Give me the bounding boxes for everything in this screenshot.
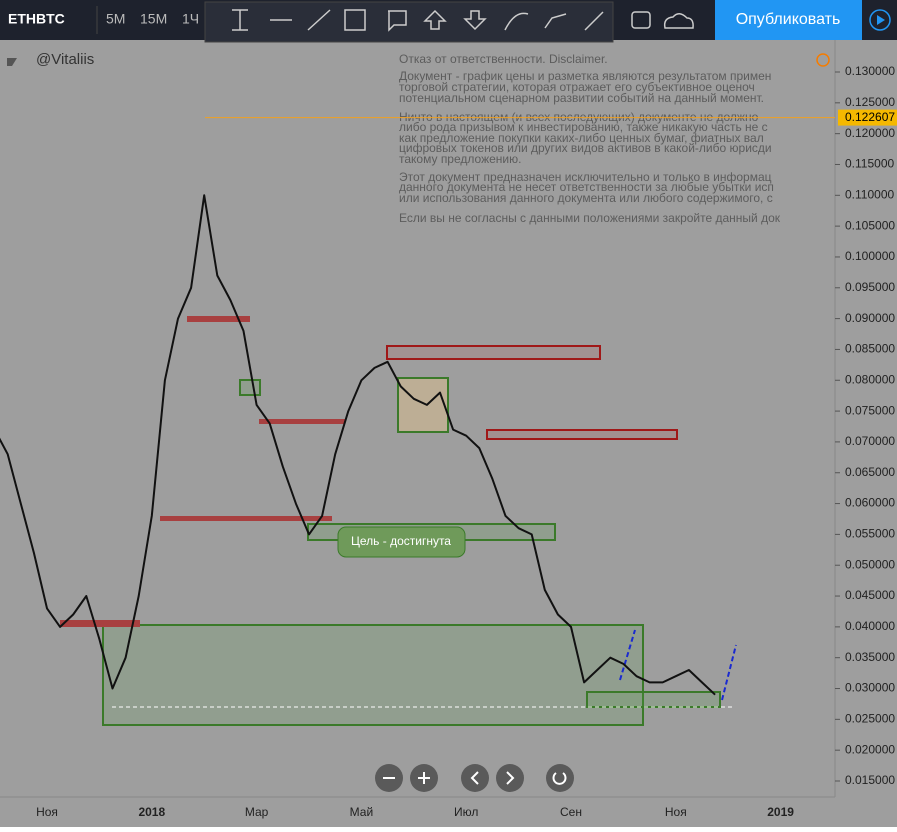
author: @Vitaliis <box>36 51 94 68</box>
x-tick-label: Мар <box>245 805 269 819</box>
play-icon[interactable] <box>869 9 891 31</box>
y-tick-label: 0.100000 <box>845 249 895 263</box>
y-tick-label: 0.115000 <box>845 157 894 171</box>
disclaimer-line: Этот документ предназначен исключительно… <box>399 170 772 184</box>
zone <box>397 377 449 433</box>
annotation-bubble <box>337 526 466 558</box>
projection-arrow <box>721 644 737 701</box>
nav-buttons[interactable] <box>375 764 574 792</box>
disclaimer: Отказ от ответственности. Disclaimer. Док… <box>399 52 781 225</box>
y-tick-label: 0.095000 <box>845 280 895 294</box>
disclaimer-line: данного документа не несет ответственнос… <box>399 180 774 194</box>
price-label: 0.122607 <box>845 110 895 124</box>
zone <box>187 316 250 322</box>
y-tick-label: 0.065000 <box>845 465 895 479</box>
logo-icon <box>7 58 17 66</box>
drawing-tools[interactable] <box>232 9 694 32</box>
x-tick-label: Май <box>350 805 374 819</box>
interval[interactable]: 15M <box>140 11 167 27</box>
y-tick-label: 0.040000 <box>845 619 895 633</box>
disclaimer-line: цифровых токенов или других видов активо… <box>399 141 772 155</box>
x-tick-label: Сен <box>560 805 582 819</box>
zone <box>586 691 721 708</box>
y-tick-label: 0.085000 <box>845 342 895 356</box>
x-tick-label: Ноя <box>665 805 687 819</box>
y-tick-label: 0.020000 <box>845 742 895 756</box>
y-tick-label: 0.105000 <box>845 218 895 232</box>
y-tick-label: 0.125000 <box>845 95 895 109</box>
projection-arrow <box>619 629 636 681</box>
y-tick-label: 0.060000 <box>845 496 895 510</box>
disclaimer-line: Документ - график цены и разметка являют… <box>399 69 771 83</box>
symbol[interactable]: ETHBTC <box>8 11 65 27</box>
y-tick-label: 0.110000 <box>845 187 894 201</box>
x-tick-label: 2018 <box>138 805 165 819</box>
zone <box>239 379 261 396</box>
interval[interactable]: 5M <box>106 11 125 27</box>
y-tick-label: 0.045000 <box>845 588 895 602</box>
zone <box>102 624 644 726</box>
y-tick-label: 0.015000 <box>845 773 895 787</box>
publish-label[interactable]: Опубликовать <box>736 11 841 28</box>
price-label-box <box>838 109 897 126</box>
disclaimer-line: такому предложению. <box>399 152 521 166</box>
y-tick-label: 0.025000 <box>845 712 895 726</box>
play-icon <box>877 15 885 25</box>
y-tick-label: 0.090000 <box>845 311 895 325</box>
disclaimer-line: как предложение покупки каких-либо ценны… <box>399 131 764 145</box>
y-tick-label: 0.130000 <box>845 64 895 78</box>
y-tick-label: 0.030000 <box>845 681 895 695</box>
drawing-toolbar <box>204 1 614 43</box>
disclaimer-line: Отказ от ответственности. Disclaimer. <box>399 52 608 66</box>
disclaimer-line: потенциальном сценарном развитии событий… <box>399 91 764 105</box>
y-tick-label: 0.120000 <box>845 126 895 140</box>
x-tick-label: 2019 <box>767 805 794 819</box>
disclaimer-line: торговой стратегии, которая отражает его… <box>399 80 755 94</box>
y-tick-label: 0.035000 <box>845 650 895 664</box>
zone <box>486 429 678 440</box>
interval[interactable]: 1Ч <box>182 11 199 27</box>
y-tick-label: 0.080000 <box>845 372 895 386</box>
zone <box>160 516 332 521</box>
disclaimer-line: или использования данного документа или … <box>399 191 773 205</box>
annotation: Цель - достигнута <box>351 534 451 548</box>
drawings: Цель - достигнута <box>60 316 737 726</box>
zone <box>60 620 140 627</box>
disclaimer-line: либо рода призывом к инвестированию, так… <box>399 120 768 134</box>
price-line-series <box>0 194 716 696</box>
x-tick-label: Июл <box>454 805 478 819</box>
disclaimer-line: Если вы не согласны с данными положениям… <box>399 211 781 225</box>
info-icon <box>816 53 830 67</box>
y-tick-label: 0.055000 <box>845 527 895 541</box>
zone <box>386 345 601 360</box>
y-tick-label: 0.070000 <box>845 434 895 448</box>
y-tick-label: 0.050000 <box>845 557 895 571</box>
y-tick-label: 0.075000 <box>845 403 895 417</box>
zone <box>259 419 345 424</box>
x-tick-label: Ноя <box>36 805 58 819</box>
publish-button[interactable] <box>715 0 862 40</box>
